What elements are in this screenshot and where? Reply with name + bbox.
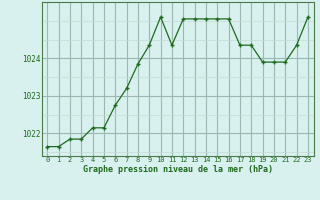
X-axis label: Graphe pression niveau de la mer (hPa): Graphe pression niveau de la mer (hPa) (83, 165, 273, 174)
